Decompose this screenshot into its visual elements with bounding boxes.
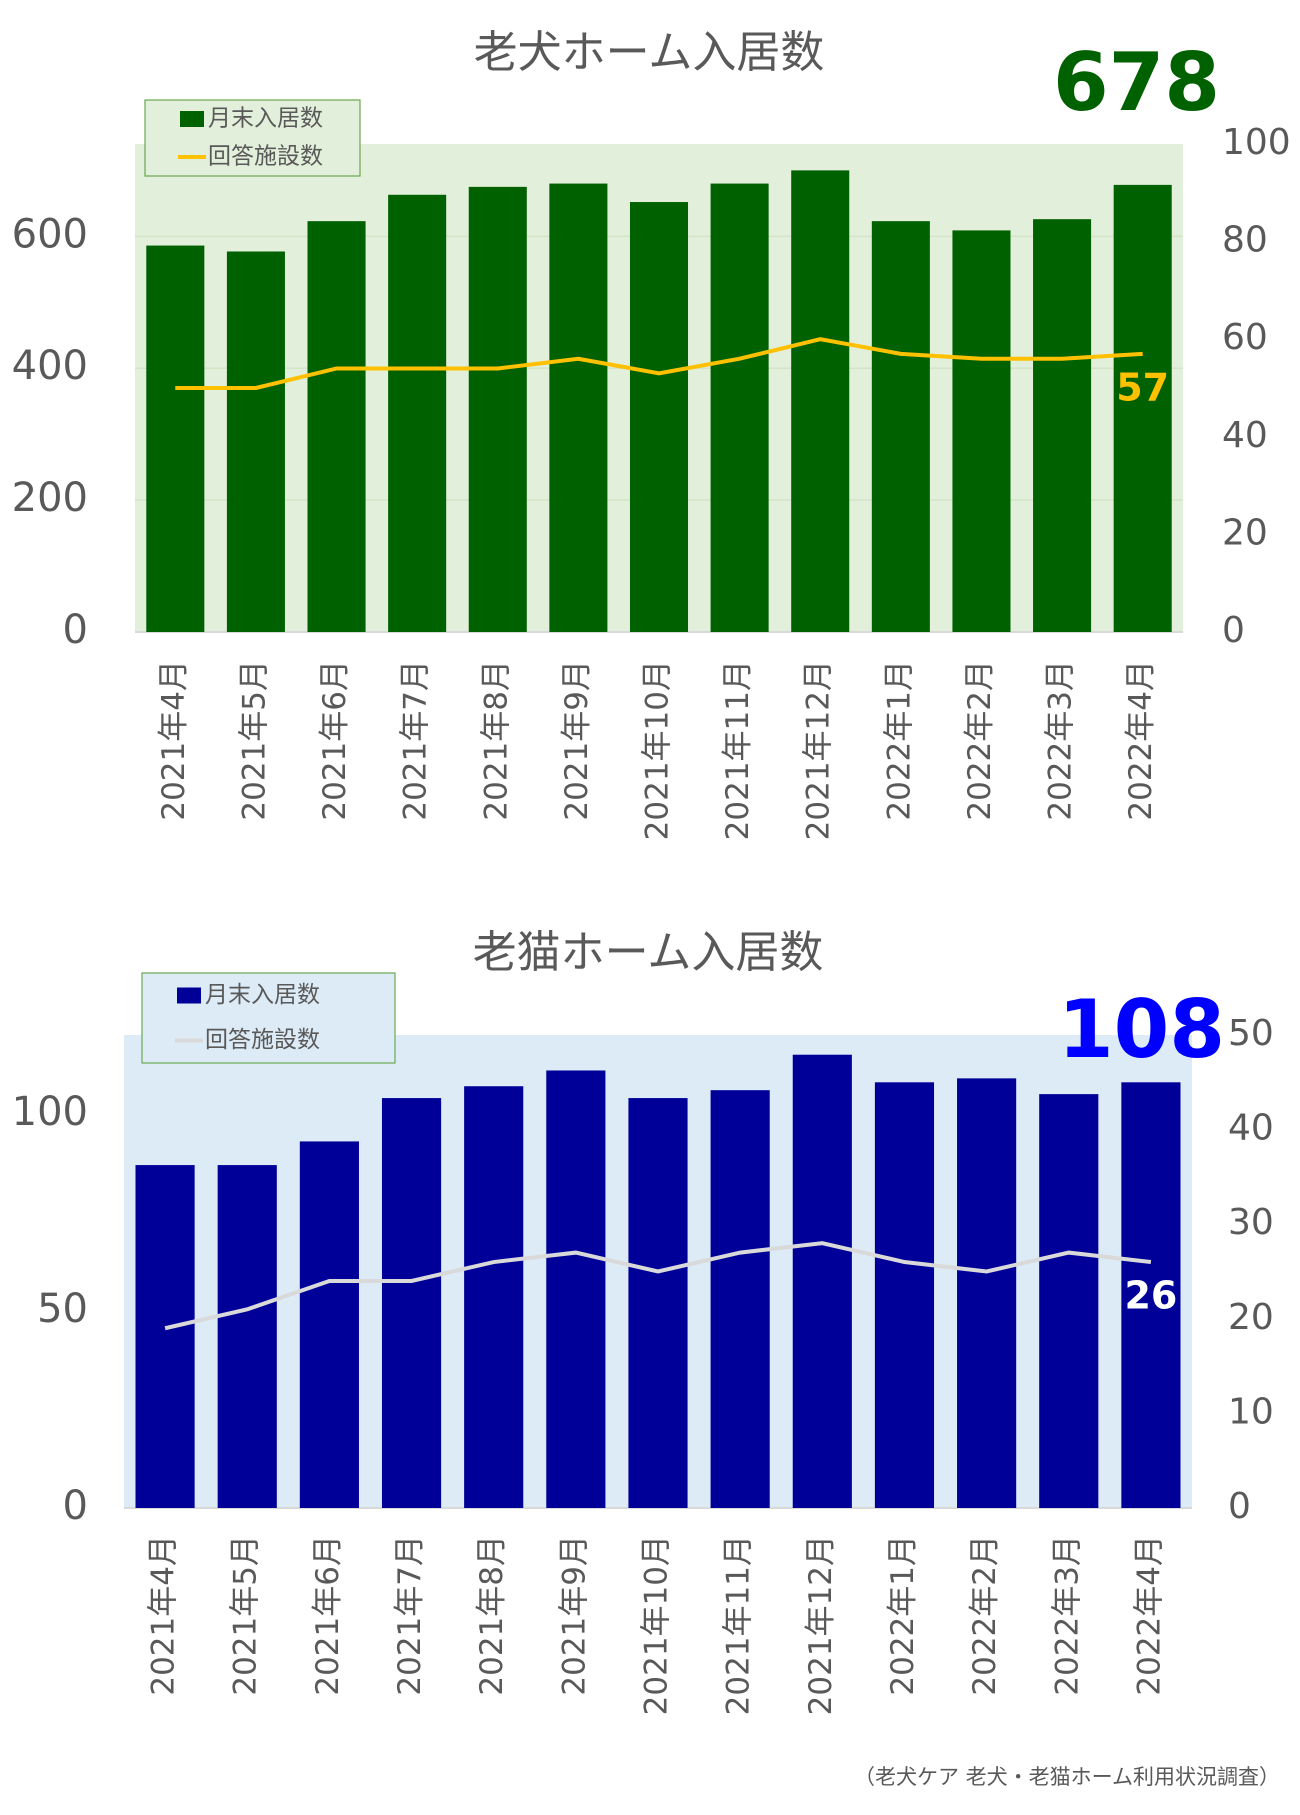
y-tick-label: 0 — [63, 1483, 88, 1529]
bar — [546, 1070, 606, 1508]
value-label: 26 — [1124, 1274, 1177, 1318]
x-tick-label: 2022年4月 — [1131, 1535, 1167, 1696]
chart: 老犬ホーム入居数 0 200 400 600 0 20 40 60 80 100 2021年4月 202… — [12, 27, 1291, 840]
y2-tick-label: 0 — [1222, 610, 1245, 651]
y-tick-label: 400 — [12, 343, 88, 389]
line-series — [164, 1241, 1152, 1331]
x-tick-label: 2021年8月 — [478, 660, 514, 821]
legend-label: 月末入居数 — [208, 106, 323, 132]
chart-title: 老猫ホーム入居数 — [473, 927, 824, 978]
x-tick-label: 2022年1月 — [885, 1535, 921, 1696]
bar — [792, 1054, 852, 1508]
y2-tick-label: 40 — [1222, 415, 1268, 456]
x-tick-label: 2021年11月 — [721, 1535, 757, 1715]
x-tick-label: 2021年12月 — [803, 1535, 839, 1715]
chart: 老猫ホーム入居数 0 50 100 0 10 20 30 40 50 2021年4月 2021年5月 2… — [12, 927, 1274, 1715]
bar — [135, 1165, 195, 1508]
x-tick-label: 2021年8月 — [474, 1535, 510, 1696]
x-tick-label: 2021年10月 — [640, 660, 676, 840]
value-label: 57 — [1116, 365, 1169, 409]
y2-tick-label: 0 — [1228, 1486, 1251, 1527]
x-tick-label: 2022年1月 — [881, 660, 917, 821]
x-tick-label: 2022年2月 — [967, 1535, 1003, 1696]
bar — [710, 1090, 770, 1508]
y-tick-label: 0 — [63, 607, 88, 653]
x-tick-label: 2022年3月 — [1049, 1535, 1085, 1696]
headline-value: 108 — [1058, 983, 1225, 1076]
x-tick-label: 2021年5月 — [228, 1535, 264, 1696]
bar — [1033, 219, 1092, 632]
bar — [871, 221, 930, 633]
y2-tick-label: 100 — [1222, 122, 1291, 163]
bar — [549, 183, 608, 632]
x-tick-label: 2021年9月 — [559, 660, 595, 821]
legend-label: 回答施設数 — [205, 1027, 320, 1053]
legend-swatch — [180, 111, 204, 127]
y2-tick-label: 80 — [1222, 220, 1268, 261]
bar — [299, 1141, 359, 1508]
x-tick-label: 2021年6月 — [317, 660, 353, 821]
x-tick-label: 2021年6月 — [310, 1535, 346, 1696]
x-tick-label: 2021年7月 — [392, 1535, 428, 1696]
x-tick-label: 2021年5月 — [236, 660, 272, 821]
bar — [307, 221, 366, 633]
y2-tick-label: 30 — [1228, 1202, 1274, 1243]
y-tick-label: 50 — [37, 1286, 88, 1332]
x-tick-label: 2021年10月 — [639, 1535, 675, 1715]
y2-tick-label: 10 — [1228, 1391, 1274, 1432]
x-tick-label: 2022年2月 — [962, 660, 998, 821]
bar — [952, 230, 1011, 632]
bar — [1113, 184, 1172, 633]
x-tick-label: 2021年12月 — [801, 660, 837, 840]
x-tick-label: 2021年9月 — [556, 1535, 592, 1696]
y2-tick-label: 60 — [1222, 317, 1268, 358]
bar — [468, 186, 527, 632]
line-series — [175, 337, 1143, 390]
bar — [1039, 1094, 1099, 1508]
y-tick-label: 600 — [12, 211, 88, 257]
x-tick-label: 2021年4月 — [146, 1535, 182, 1696]
bar — [710, 183, 769, 632]
bar — [628, 1098, 688, 1508]
x-tick-label: 2021年7月 — [398, 660, 434, 821]
y2-tick-label: 50 — [1228, 1013, 1274, 1054]
x-tick-label: 2022年4月 — [1123, 660, 1159, 821]
y2-tick-label: 40 — [1228, 1108, 1274, 1149]
x-tick-label: 2022年3月 — [1043, 660, 1079, 821]
bar — [217, 1165, 277, 1508]
bar — [388, 194, 447, 632]
chart-title: 老犬ホーム入居数 — [474, 27, 825, 78]
y-tick-label: 100 — [12, 1089, 88, 1135]
x-tick-label: 2021年4月 — [156, 660, 192, 821]
bar — [226, 251, 285, 633]
legend-label: 月末入居数 — [205, 982, 320, 1008]
bar — [146, 245, 205, 632]
bar — [957, 1078, 1017, 1508]
legend-label: 回答施設数 — [208, 144, 323, 170]
bar — [1121, 1082, 1181, 1508]
y2-tick-label: 20 — [1222, 512, 1268, 553]
bar — [381, 1098, 442, 1508]
x-tick-label: 2021年11月 — [720, 660, 756, 840]
bar — [874, 1082, 935, 1508]
legend-swatch — [177, 987, 201, 1004]
headline-value: 678 — [1053, 36, 1220, 129]
source-note: （老犬ケア 老犬・老猫ホーム利用状況調査） — [854, 1765, 1280, 1789]
bar — [629, 202, 689, 633]
bar — [791, 170, 850, 633]
y2-tick-label: 20 — [1228, 1297, 1274, 1338]
y-tick-label: 200 — [12, 475, 88, 521]
bar — [464, 1086, 524, 1508]
